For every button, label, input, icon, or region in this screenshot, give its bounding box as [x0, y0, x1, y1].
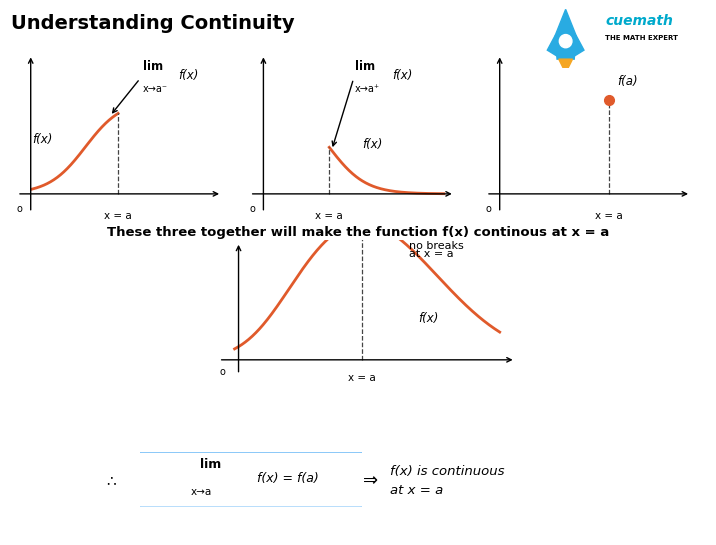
Text: no breaks: no breaks	[409, 241, 463, 251]
Text: x→a⁺: x→a⁺	[355, 84, 380, 94]
Text: x = a: x = a	[315, 211, 343, 221]
Text: ⇒: ⇒	[363, 471, 379, 490]
Text: f(x) is continuous: f(x) is continuous	[390, 465, 505, 478]
Text: f(a): f(a)	[617, 75, 638, 88]
Text: x→a⁻: x→a⁻	[142, 84, 168, 94]
Text: f(x): f(x)	[418, 312, 439, 325]
FancyBboxPatch shape	[129, 451, 372, 508]
Text: These three together will make the function f(x) continous at x = a: These three together will make the funct…	[107, 226, 609, 239]
Polygon shape	[556, 9, 576, 59]
Text: x = a: x = a	[349, 373, 376, 383]
Text: lim: lim	[355, 60, 375, 73]
Text: x = a: x = a	[595, 211, 623, 221]
Text: Understanding Continuity: Understanding Continuity	[11, 14, 294, 33]
Text: f(x) = f(a): f(x) = f(a)	[258, 472, 319, 485]
Text: f(x): f(x)	[362, 138, 383, 152]
Text: o: o	[486, 204, 492, 214]
Text: o: o	[220, 367, 226, 377]
Text: o: o	[250, 204, 256, 214]
Text: x = a: x = a	[105, 211, 132, 221]
Text: f(x): f(x)	[392, 69, 412, 82]
Text: THE MATH EXPERT: THE MATH EXPERT	[605, 35, 678, 41]
Text: cuemath: cuemath	[605, 14, 673, 28]
Text: f(x): f(x)	[32, 133, 53, 146]
Polygon shape	[574, 35, 584, 56]
Text: lim: lim	[142, 60, 163, 73]
Polygon shape	[547, 35, 557, 56]
Text: at x = a: at x = a	[409, 249, 453, 259]
Text: ∴: ∴	[106, 473, 116, 488]
Text: f(x): f(x)	[178, 69, 198, 82]
Text: o: o	[17, 204, 23, 214]
Ellipse shape	[559, 34, 572, 48]
Text: lim: lim	[200, 458, 221, 471]
Text: at x = a: at x = a	[390, 484, 443, 497]
Polygon shape	[558, 59, 573, 73]
Text: x→a: x→a	[191, 487, 213, 496]
